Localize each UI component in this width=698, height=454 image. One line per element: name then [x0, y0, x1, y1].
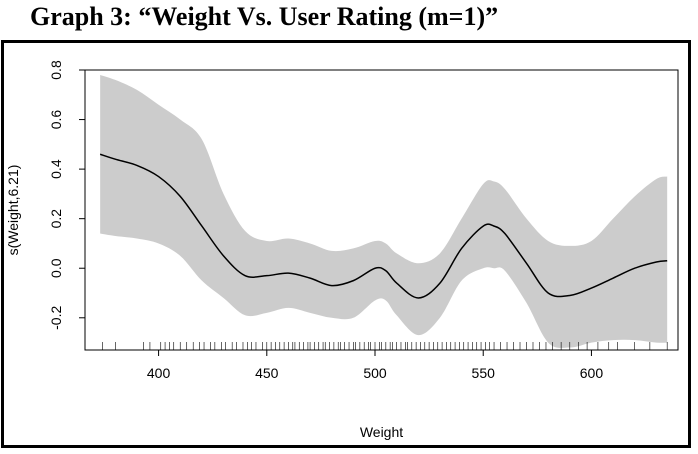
y-tick-label: 0.6 [48, 110, 64, 130]
confidence-band [100, 74, 668, 348]
y-tick-label: 0.8 [48, 60, 64, 80]
x-tick-label: 400 [147, 365, 171, 381]
fit-line-layer [99, 153, 668, 299]
x-tick-label: 550 [472, 365, 496, 381]
y-tick-label: 0.0 [48, 258, 64, 278]
y-axis-title: s(Weight,6.21) [5, 165, 21, 256]
y-tick-label: 0.2 [48, 209, 64, 229]
x-axis: 400 450 500 550 600 [147, 350, 603, 381]
fit-line [99, 153, 668, 299]
x-axis-title: Weight [360, 424, 403, 440]
x-tick-label: 500 [363, 365, 387, 381]
document-title: Graph 3: “Weight Vs. User Rating (m=1)” [30, 2, 499, 31]
y-axis: -0.2 0.0 0.2 0.4 0.6 0.8 [48, 60, 85, 330]
y-tick-label: -0.2 [48, 306, 64, 330]
x-tick-label: 600 [580, 365, 604, 381]
y-tick-label: 0.4 [48, 159, 64, 179]
x-tick-label: 450 [255, 365, 279, 381]
confidence-band-layer [100, 74, 668, 348]
rug-layer [102, 342, 668, 350]
